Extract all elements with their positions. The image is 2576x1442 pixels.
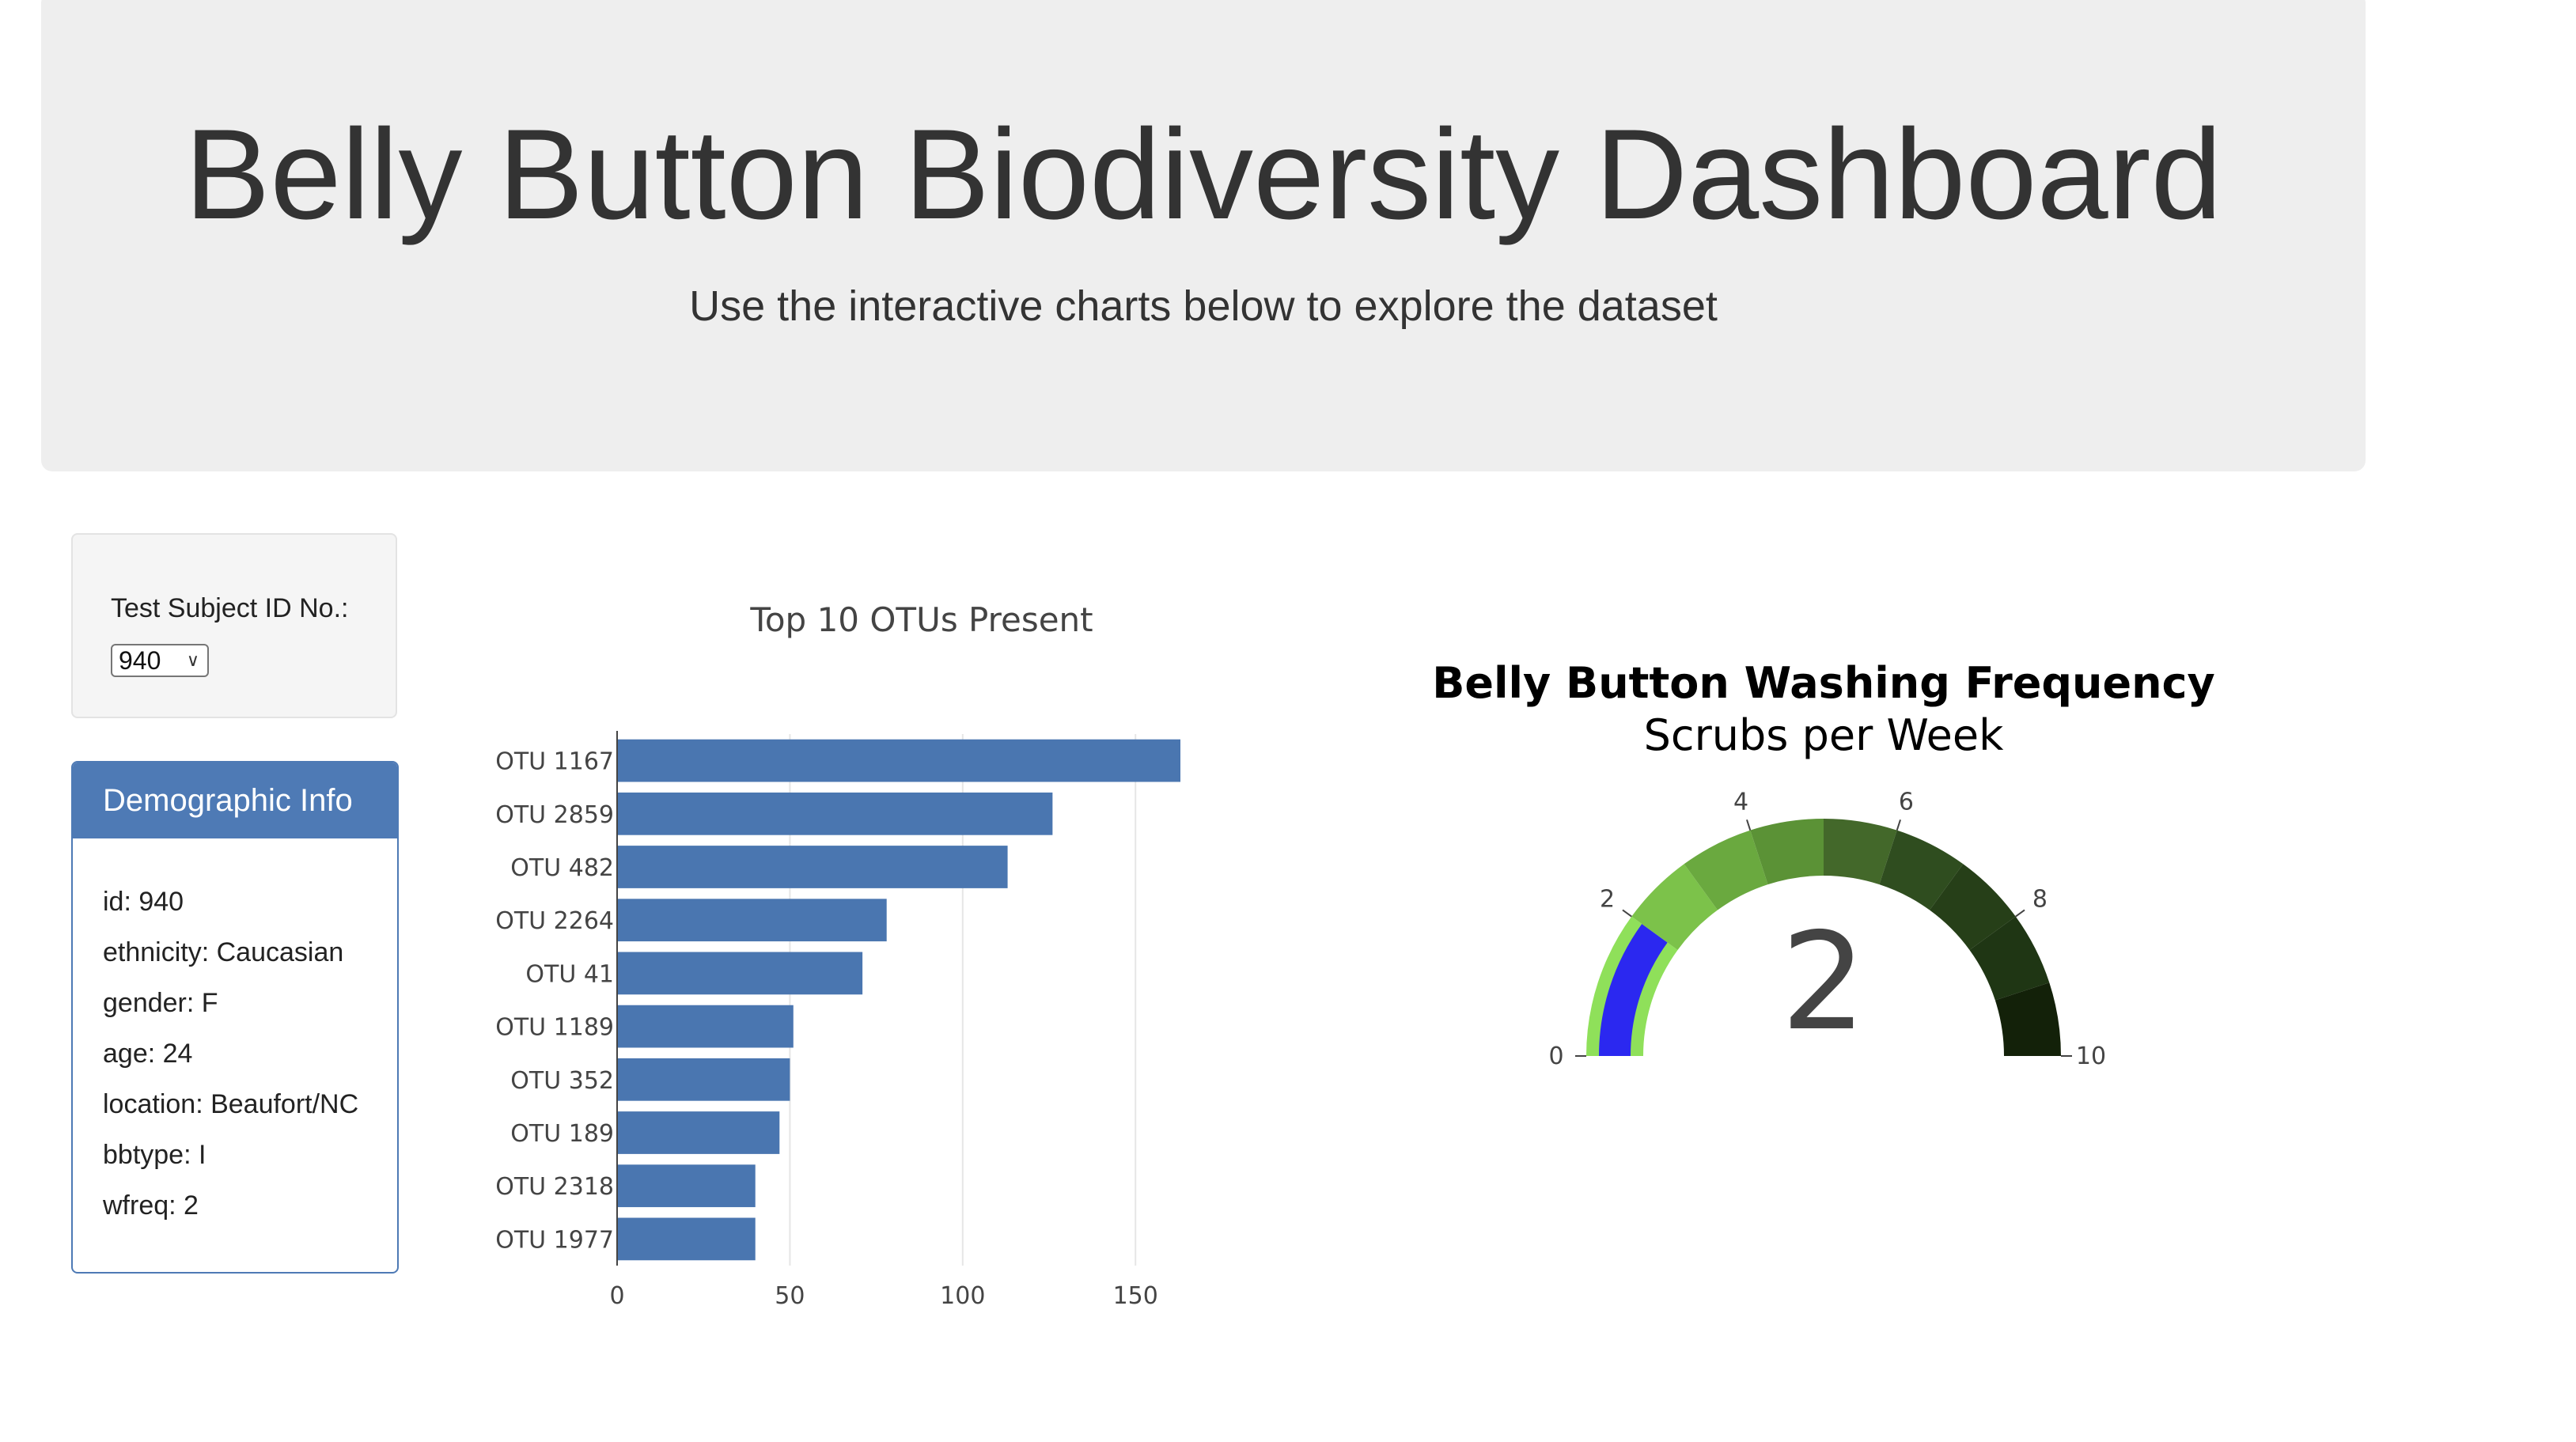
bar-otu-352[interactable]	[617, 1058, 790, 1101]
bar-otu-41[interactable]	[617, 952, 863, 995]
demo-line-wfreq: wfreq: 2	[103, 1190, 199, 1221]
gauge-step-5	[1879, 830, 1964, 910]
gauge-step-8	[1995, 982, 2061, 1056]
demo-line-location: location: Beaufort/NC	[103, 1089, 359, 1119]
subject-id-select[interactable]: 940 ∨	[111, 644, 209, 677]
demo-line-bbtype: bbtype: I	[103, 1140, 206, 1170]
subject-selector-well: Test Subject ID No.: 940 ∨	[71, 533, 397, 718]
chevron-down-icon: ∨	[186, 650, 199, 670]
bar-otu-1977[interactable]	[617, 1217, 756, 1261]
bar-otu-2264[interactable]	[617, 899, 887, 942]
y-tick-label: OTU 1189	[495, 1014, 614, 1042]
y-tick-label: OTU 2318	[495, 1173, 614, 1201]
top-otus-bar-chart[interactable]: Top 10 OTUs Present 0 50 100 150 OTU 1167 OTU …	[443, 554, 1234, 1345]
bar-otu-482[interactable]	[617, 846, 1008, 888]
gauge-step-1	[1631, 864, 1718, 950]
bar-otu-1167[interactable]	[617, 739, 1180, 782]
demo-line-gender: gender: F	[103, 988, 218, 1018]
gauge-tick	[2015, 909, 2025, 918]
y-tick-label: OTU 1977	[495, 1226, 614, 1254]
gauge-tick-label: 10	[2076, 1043, 2106, 1070]
demographic-info-panel: Demographic Info id: 940 ethnicity: Cauc…	[71, 761, 399, 1274]
subject-id-label: Test Subject ID No.:	[111, 593, 349, 623]
gauge-step-4	[1824, 819, 1897, 885]
gauge-value-number: 2	[1781, 904, 1866, 1061]
demo-line-id: id: 940	[103, 887, 184, 917]
gauge-tick-label: 6	[1899, 789, 1914, 816]
gauge-step-7	[1969, 916, 2050, 1001]
bar-chart-title: Top 10 OTUs Present	[749, 600, 1093, 639]
bar-otu-1189[interactable]	[617, 1005, 794, 1048]
demo-line-age: age: 24	[103, 1039, 193, 1069]
demographic-info-body: id: 940 ethnicity: Caucasian gender: F a…	[73, 838, 397, 1237]
gauge-tick-label: 0	[1548, 1043, 1563, 1070]
y-tick-label: OTU 482	[510, 854, 614, 882]
gauge-tick	[1622, 909, 1632, 918]
demo-line-ethnicity: ethnicity: Caucasian	[103, 937, 344, 967]
bar-otu-2859[interactable]	[617, 792, 1053, 835]
gauge-tick-label: 2	[1600, 885, 1615, 913]
x-tick-label: 100	[940, 1282, 985, 1310]
gauge-step-3	[1750, 819, 1824, 885]
y-tick-label: OTU 2859	[495, 801, 614, 829]
x-tick-label: 150	[1113, 1282, 1158, 1310]
page-title: Belly Button Biodiversity Dashboard	[184, 103, 2222, 246]
x-tick-label: 0	[609, 1282, 624, 1310]
gauge-tick-label: 4	[1733, 789, 1748, 816]
demographic-info-heading: Demographic Info	[73, 763, 397, 838]
y-tick-label: OTU 189	[510, 1120, 614, 1148]
y-tick-label: OTU 41	[525, 960, 614, 988]
gauge-tick	[1896, 819, 1901, 831]
bar-otu-189[interactable]	[617, 1111, 780, 1154]
gauge-value-bar	[1599, 924, 1668, 1056]
gauge-step-6	[1930, 864, 2016, 950]
bar-otu-2318[interactable]	[617, 1164, 756, 1208]
x-tick-label: 50	[775, 1282, 805, 1310]
subject-id-value: 940	[119, 646, 161, 675]
gauge-subtitle: Scrubs per Week	[1644, 710, 2005, 760]
gauge-step-2	[1684, 830, 1768, 910]
gauge-tick	[1746, 819, 1752, 831]
gauge-title: Belly Button Washing Frequency	[1432, 658, 2215, 708]
y-tick-label: OTU 1167	[495, 748, 614, 776]
page-subtitle: Use the interactive charts below to expl…	[689, 282, 1718, 330]
y-tick-label: OTU 2264	[495, 907, 614, 935]
header-jumbotron: Belly Button Biodiversity Dashboard Use …	[41, 0, 2366, 471]
y-tick-label: OTU 352	[510, 1067, 614, 1095]
gauge-tick-label: 8	[2032, 885, 2048, 913]
